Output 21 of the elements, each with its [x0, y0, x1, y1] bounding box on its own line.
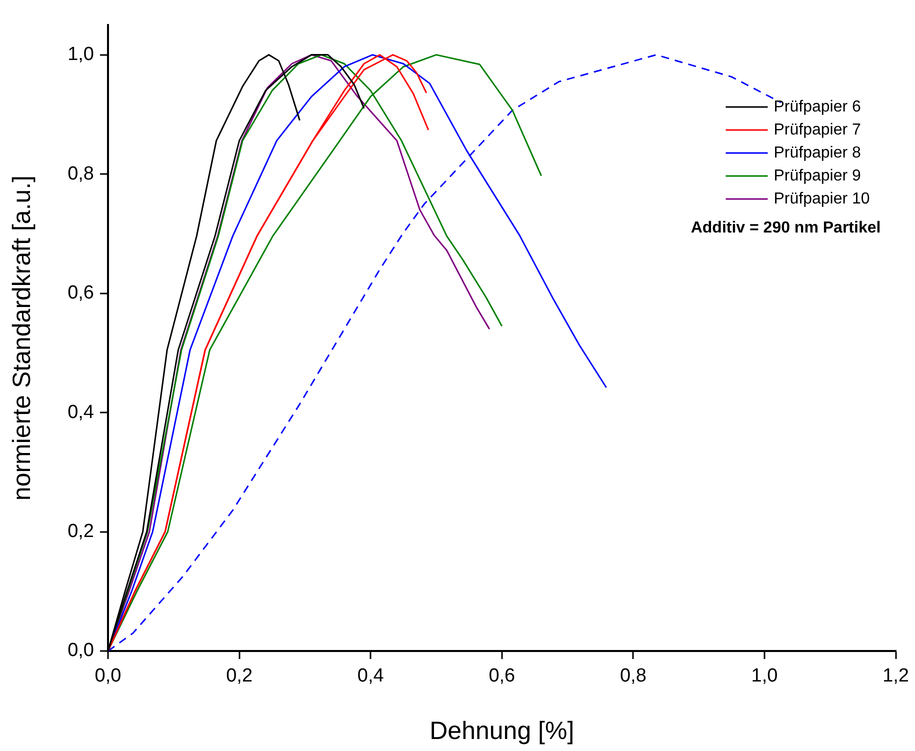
x-tick-label: 1,2: [882, 666, 910, 687]
legend-label: Prüfpapier 10: [774, 190, 870, 208]
x-tick-label: 0,6: [488, 666, 516, 687]
y-tick-label: 0,8: [68, 163, 94, 184]
y-axis-title: normierte Standardkraft [a.u.]: [8, 175, 36, 501]
x-tick-label: 1,0: [751, 666, 778, 687]
legend-label: Prüfpapier 6: [774, 98, 861, 116]
legend-label: Prüfpapier 8: [774, 144, 861, 162]
y-tick-label: 0,4: [68, 402, 94, 423]
y-tick-label: 0,0: [68, 640, 94, 662]
y-tick-label: 0,2: [68, 520, 94, 542]
x-axis-title: Dehnung [%]: [430, 716, 574, 745]
x-tick-label: 0,8: [620, 666, 646, 687]
legend-label: Prüfpapier 7: [774, 121, 861, 138]
y-tick-label: 1,0: [68, 44, 94, 66]
x-tick-label: 0,4: [357, 666, 384, 687]
x-tick-label: 0,0: [94, 666, 122, 687]
x-tick-label: 0,2: [226, 666, 253, 687]
annotation: Additiv = 290 nm Partikel: [690, 219, 881, 236]
legend-label: Prüfpapier 9: [774, 167, 861, 184]
y-tick-label: 0,6: [68, 282, 94, 304]
